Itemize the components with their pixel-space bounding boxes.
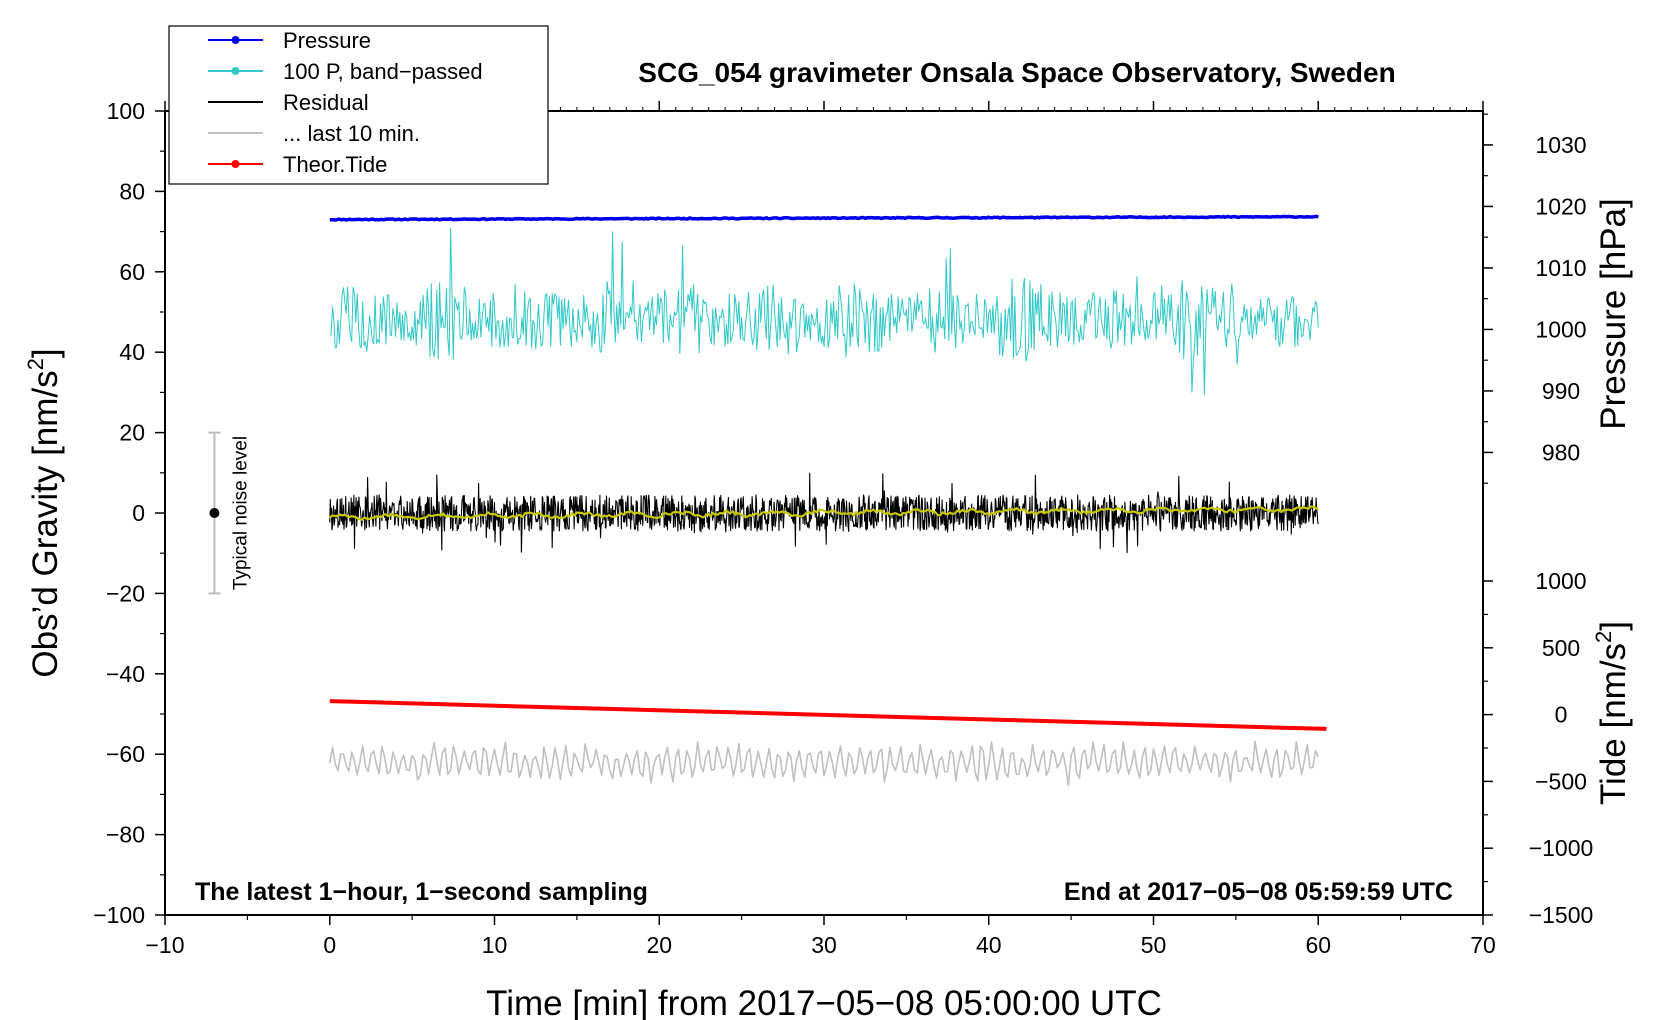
- y-axis-title-main: Obs’d Gravity [nm/s: [26, 370, 65, 677]
- legend-swatch-marker: [231, 36, 240, 44]
- plot-frame: [164, 110, 1484, 916]
- legend-item-label: Residual: [283, 90, 369, 115]
- y-tick-label: −20: [106, 580, 145, 606]
- tide-tick-label: 500: [1542, 635, 1580, 661]
- pressure-tick-label: 980: [1542, 439, 1580, 465]
- x-tick-label: 60: [1305, 932, 1331, 958]
- y-tick-label: −40: [106, 661, 145, 687]
- y-tick-label: 80: [119, 178, 145, 204]
- series-line: [329, 740, 1320, 787]
- chart-title: SCG_054 gravimeter Onsala Space Observat…: [638, 57, 1395, 88]
- legend-item-label: Theor.Tide: [283, 152, 387, 177]
- pressure-tick-label: 1020: [1535, 193, 1586, 219]
- x-tick-label: 50: [1141, 932, 1167, 958]
- legend-box: [168, 25, 549, 185]
- x-tick-label: −10: [145, 932, 184, 958]
- tide-axis-title-main: Tide [nm/s: [1594, 643, 1633, 805]
- tide-axis-title-sup: 2: [1591, 631, 1616, 643]
- y-tick-label: 100: [107, 98, 145, 124]
- y-axis-title: Obs’d Gravity [nm/s2]: [23, 348, 65, 677]
- tide-tick-label: −500: [1535, 768, 1587, 794]
- legend-item-label: Pressure: [283, 28, 371, 53]
- series-layer: [329, 214, 1327, 787]
- y-tick-label: −60: [106, 741, 145, 767]
- legend: Pressure 100 P, band−passed Residual ... la…: [168, 25, 549, 185]
- y-tick-label: −80: [106, 822, 145, 848]
- pressure-tick-label: 1030: [1535, 132, 1586, 158]
- noise-bar-point: [209, 508, 220, 518]
- x-tick-label: 70: [1470, 932, 1496, 958]
- tide-axis-title-end: ]: [1594, 621, 1633, 631]
- noise-bar-label: Typical noise level: [230, 436, 251, 590]
- legend-swatch-marker: [231, 160, 240, 168]
- noise-indicator: Typical noise level: [208, 431, 251, 595]
- ticks-layer: −10 0 10 20 30 40 50 60 70100806040200−20−40−60−…: [93, 98, 1593, 958]
- y-axis-title-end: ]: [26, 348, 65, 358]
- x-tick-label: 10: [482, 932, 508, 958]
- pressure-tick-label: 1010: [1535, 255, 1586, 281]
- pressure-axis-title: Pressure [hPa]: [1594, 198, 1633, 430]
- y-tick-label: 0: [132, 500, 145, 526]
- tide-tick-label: 1000: [1535, 568, 1586, 594]
- series-line: [329, 699, 1327, 731]
- y-tick-label: −100: [93, 902, 145, 928]
- tide-tick-label: 0: [1555, 702, 1568, 728]
- y-tick-label: 20: [119, 420, 145, 446]
- y-tick-label: 60: [119, 259, 145, 285]
- pressure-tick-label: 1000: [1535, 316, 1586, 342]
- y-tick-label: 40: [119, 339, 145, 365]
- x-tick-label: 20: [646, 932, 672, 958]
- annotation-left: The latest 1−hour, 1−second sampling: [195, 878, 648, 906]
- pressure-tick-label: 990: [1542, 378, 1580, 404]
- series-line: [329, 214, 1320, 222]
- y-axis-title-sup: 2: [23, 358, 48, 370]
- legend-swatch-marker: [231, 67, 240, 75]
- tide-tick-label: −1000: [1529, 835, 1594, 861]
- x-tick-label: 30: [811, 932, 837, 958]
- tide-axis-title: Tide [nm/s2]: [1591, 621, 1633, 805]
- legend-item-label: ... last 10 min.: [283, 121, 420, 146]
- x-tick-label: 40: [976, 932, 1002, 958]
- annotation-right: End at 2017−05−08 05:59:59 UTC: [1064, 878, 1453, 906]
- series-line: [329, 228, 1319, 396]
- series-line: [329, 472, 1319, 554]
- series-line: [329, 505, 1319, 521]
- legend-items: Pressure 100 P, band−passed Residual ... la…: [208, 28, 483, 177]
- tide-tick-label: −1500: [1529, 902, 1594, 928]
- legend-item-label: 100 P, band−passed: [283, 59, 483, 84]
- x-tick-label: 0: [323, 932, 336, 958]
- x-axis-title: Time [min] from 2017−05−08 05:00:00 UTC: [486, 984, 1162, 1020]
